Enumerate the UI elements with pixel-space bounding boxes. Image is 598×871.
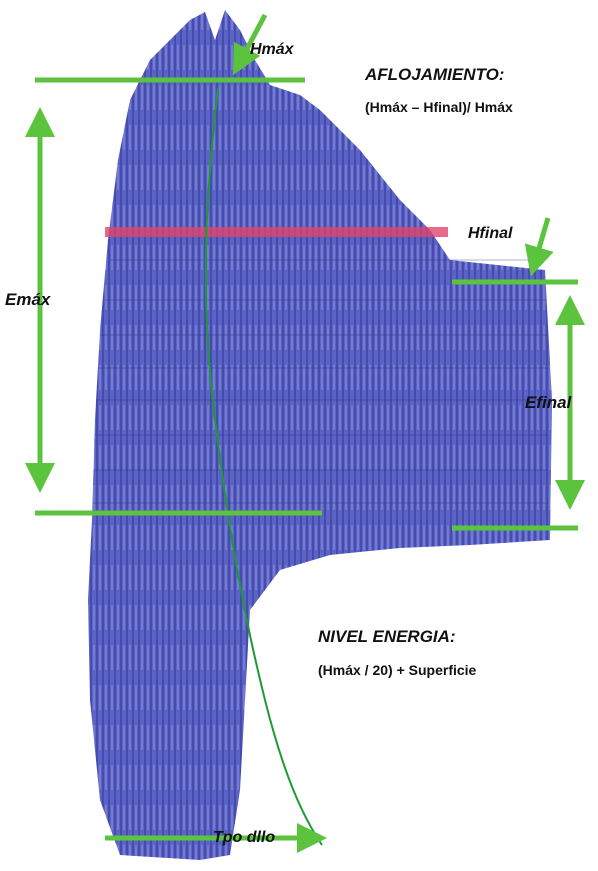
- label-tpo: Tpo dllo: [213, 829, 275, 846]
- label-efinal: Efinal: [525, 393, 573, 412]
- aflojamiento-title: AFLOJAMIENTO:: [364, 65, 504, 84]
- label-hmax: Hmáx: [250, 41, 295, 58]
- diagram: Hmáx AFLOJAMIENTO: (Hmáx – Hfinal)/ Hmáx…: [0, 0, 598, 871]
- label-hfinal: Hfinal: [468, 225, 513, 242]
- energia-title: NIVEL ENERGIA:: [318, 627, 456, 646]
- label-emax: Emáx: [5, 290, 52, 309]
- energia-formula: (Hmáx / 20) + Superficie: [318, 662, 477, 678]
- red-band: [105, 227, 448, 237]
- aflojamiento-formula: (Hmáx – Hfinal)/ Hmáx: [365, 99, 513, 115]
